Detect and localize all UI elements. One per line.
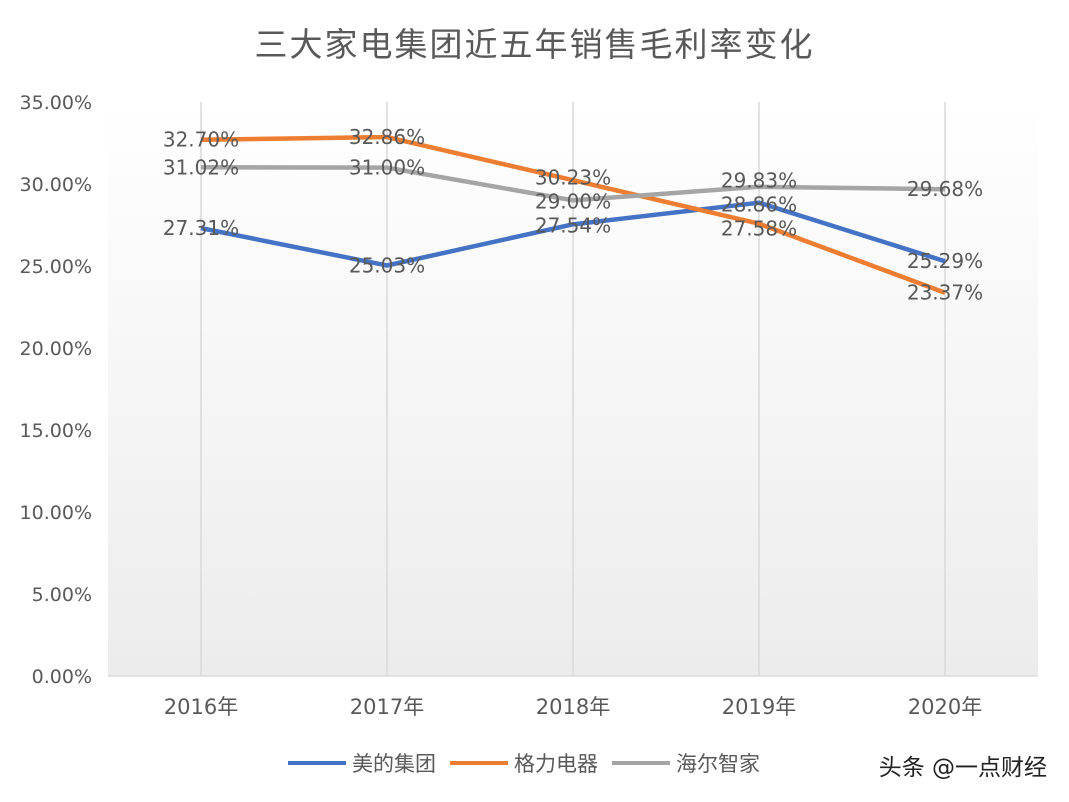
chart-title: 三大家电集团近五年销售毛利率变化 [254,25,815,64]
legend-swatch [612,761,670,765]
legend-item-midea[interactable]: 美的集团 [288,748,436,778]
x-tick-label: 2018年 [536,695,610,719]
data-label: 25.03% [349,254,425,278]
data-label: 29.00% [535,190,611,214]
legend: 美的集团 格力电器 海尔智家 [288,748,760,778]
y-tick-label: 25.00% [20,256,92,278]
legend-label: 美的集团 [352,752,436,776]
data-label: 23.37% [907,281,983,305]
x-tick-label: 2020年 [908,695,982,719]
data-label: 32.86% [349,125,425,149]
watermark: 头条 @一点财经 [878,755,1047,781]
x-tick-label: 2016年 [164,695,238,719]
data-label: 31.02% [163,155,239,179]
legend-label: 格力电器 [514,752,598,776]
y-tick-label: 35.00% [20,92,92,114]
y-tick-label: 30.00% [20,174,92,196]
legend-item-haier[interactable]: 海尔智家 [612,748,760,778]
data-label: 32.70% [163,128,239,152]
legend-swatch [450,761,508,765]
data-label: 25.29% [907,249,983,273]
y-tick-label: 15.00% [20,420,92,442]
y-tick-label: 10.00% [20,502,92,524]
data-label: 27.31% [163,216,239,240]
legend-swatch [288,761,346,765]
data-label: 30.23% [535,166,611,190]
data-label: 27.54% [535,214,611,238]
data-label: 29.68% [907,177,983,201]
legend-item-gree[interactable]: 格力电器 [450,748,598,778]
x-tick-label: 2019年 [722,695,796,719]
x-tick-label: 2017年 [350,695,424,719]
legend-label: 海尔智家 [676,752,760,776]
y-tick-label: 0.00% [32,666,92,688]
y-tick-label: 20.00% [20,338,92,360]
data-label: 27.58% [721,216,797,240]
data-label: 31.00% [349,156,425,180]
y-tick-label: 5.00% [32,584,92,606]
data-label: 28.86% [721,192,797,216]
data-label: 29.83% [721,168,797,192]
